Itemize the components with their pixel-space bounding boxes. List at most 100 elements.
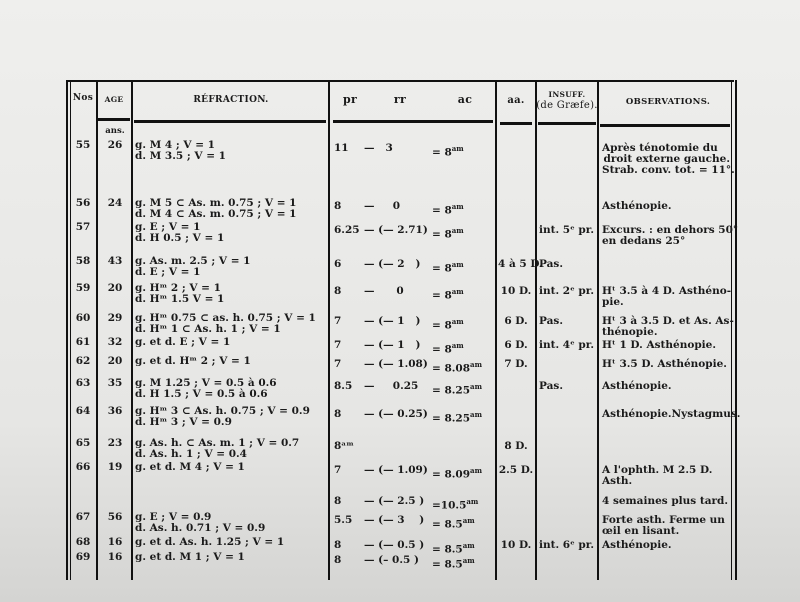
row-age: 29 [107, 312, 123, 324]
value-p: 11 [334, 142, 349, 154]
header-refraction: RÉFRACTION. [193, 95, 269, 105]
value-ao: 2.5 D. [498, 464, 534, 476]
observation-line: Asthénopie. [602, 200, 672, 212]
value-a-unit: am [451, 317, 464, 326]
refraction-line: g. E ; V = 1 [135, 221, 201, 233]
header-insuff-sub: (de Græfe). [536, 100, 598, 111]
header-a: ac [457, 93, 473, 106]
refraction-line: d. H 1.5 ; V = 0.5 à 0.6 [135, 388, 268, 400]
observation-line: Hᵗ 3 à 3.5 D. et As. As- [602, 315, 734, 327]
value-ao: 10 D. [500, 539, 532, 551]
value-a-number: = 8 [432, 343, 452, 356]
row-number: 56 [75, 197, 91, 209]
row-number: 60 [75, 312, 91, 324]
header-age: AGE [104, 95, 124, 104]
value-a-number: = 8.5 [432, 543, 463, 556]
observation-line: Asthénopie. [602, 380, 672, 392]
column-rule [96, 80, 98, 580]
value-insuff: int. 6ᵉ pr. [539, 539, 594, 551]
header-insuff: INSUFF. [548, 90, 586, 99]
value-a-unit: am [470, 382, 482, 391]
row-age: 26 [107, 139, 123, 151]
value-a-unit: am [451, 202, 464, 211]
observation-line: 4 semaines plus tard. [602, 495, 729, 507]
value-p: 7 [334, 464, 342, 476]
value-r: — 0 [364, 200, 401, 212]
row-age: 16 [107, 536, 123, 548]
refraction-line: g. et d. M 4 ; V = 1 [135, 461, 245, 473]
header-no: Nos [72, 93, 94, 103]
observation-line: droit externe gauche. [603, 153, 731, 165]
value-r: — (— 2 ) [364, 258, 421, 270]
value-insuff: Pas. [539, 315, 563, 327]
column-rule [535, 80, 537, 580]
observation-line: Hᵗ 3.5 à 4 D. Asthéno- [602, 285, 732, 297]
value-a: = 8am [432, 286, 464, 302]
row-age: 24 [107, 197, 123, 209]
row-age: 32 [107, 336, 123, 348]
header-p: pr [342, 93, 358, 106]
top-rule [66, 80, 734, 82]
value-a-unit: am [451, 341, 464, 350]
value-a: =10.5am [432, 496, 478, 512]
value-r: — (— 3 ) [364, 514, 425, 526]
value-a: = 8.08am [432, 359, 482, 375]
header-rule [134, 120, 326, 123]
refraction-line: g. E ; V = 0.9 [135, 511, 212, 523]
value-r: — 0.25 [364, 380, 419, 392]
value-p: 7 [334, 315, 342, 327]
age-unit: ans. [105, 126, 125, 136]
value-a-number: = 8.25 [432, 384, 471, 397]
value-a-unit: am [451, 260, 464, 269]
value-ao: 7 D. [504, 358, 528, 370]
value-r: — (— 1 ) [364, 315, 421, 327]
refraction-line: g. M 4 ; V = 1 [135, 139, 215, 151]
value-ao: 8 D. [504, 440, 528, 452]
value-a-unit: am [466, 497, 479, 506]
value-a-unit: am [462, 556, 475, 565]
value-a-unit: am [451, 226, 464, 235]
observation-line: Forte asth. Ferme un [602, 514, 725, 526]
row-number: 64 [75, 405, 91, 417]
observation-line: Strab. conv. tot. = 11°. [602, 164, 735, 176]
value-r: — (— 1 ) [364, 339, 421, 351]
refraction-line: g. et d. As. h. 1.25 ; V = 1 [135, 536, 285, 548]
value-a-unit: am [470, 466, 482, 475]
value-a-number: = 8.09 [432, 468, 471, 481]
row-age: 35 [107, 377, 123, 389]
value-a: = 8.09am [432, 465, 482, 481]
row-number: 55 [75, 139, 91, 151]
refraction-line: d. Hᵐ 3 ; V = 0.9 [135, 416, 232, 428]
value-ao: 4 à 5 D. [498, 258, 543, 270]
value-a-unit: am [462, 541, 475, 550]
value-p: 8ᵃᵐ [334, 440, 354, 452]
refraction-line: g. Hᵐ 3 ⊂ As. h. 0.75 ; V = 0.9 [135, 405, 310, 417]
row-age: 20 [107, 282, 123, 294]
refraction-line: g. Hᵐ 2 ; V = 1 [135, 282, 221, 294]
refraction-line: d. E ; V = 1 [135, 266, 201, 278]
row-age: 56 [107, 511, 123, 523]
header-rule [500, 122, 532, 125]
observation-line: Après ténotomie du [602, 142, 718, 154]
observation-line: œil en lisant. [602, 525, 680, 537]
value-p: 8 [334, 200, 342, 212]
value-r: — 3 [364, 142, 393, 154]
value-a: = 8am [432, 201, 464, 217]
value-a-number: = 8.5 [432, 558, 463, 571]
row-number: 66 [75, 461, 91, 473]
column-rule [66, 80, 68, 580]
value-a: = 8am [432, 225, 464, 241]
row-age: 19 [107, 461, 123, 473]
row-age: 43 [107, 255, 123, 267]
refraction-line: g. As. h. ⊂ As. m. 1 ; V = 0.7 [135, 437, 300, 449]
observation-line: Asthénopie. [602, 539, 672, 551]
row-age: 36 [107, 405, 123, 417]
row-number: 67 [75, 511, 91, 523]
row-number: 58 [75, 255, 91, 267]
value-p: 7 [334, 358, 342, 370]
value-r: — (— 0.25) [364, 408, 428, 420]
column-rule [735, 80, 737, 580]
row-number: 57 [75, 221, 91, 233]
value-r: — (— 0.5 ) [364, 539, 425, 551]
value-a-unit: am [451, 144, 464, 153]
